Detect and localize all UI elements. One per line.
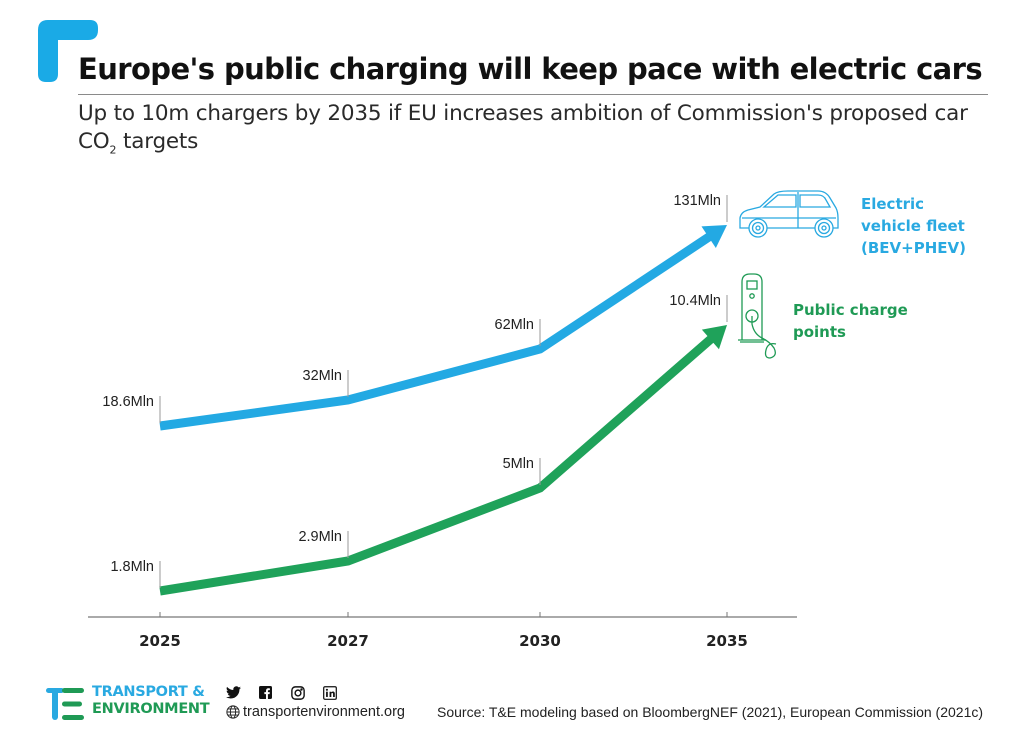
legend-ev-line-2: vehicle fleet [861, 217, 965, 235]
subtitle-end: targets [116, 129, 199, 154]
charging-station-icon [738, 273, 777, 359]
legend-cp-line-2: points [793, 323, 846, 341]
instagram-icon[interactable] [290, 685, 305, 700]
legend-charge-points: Public charge points [793, 299, 908, 343]
chart-title: Europe's public charging will keep pace … [78, 52, 983, 86]
data-label-1-3: 10.4Mln [669, 293, 721, 309]
data-label-0-1: 32Mln [303, 368, 343, 384]
social-links [226, 685, 337, 700]
x-tick-label-2030: 2030 [519, 632, 561, 650]
logo-line-environment: ENVIRONMENT [92, 701, 210, 717]
website-link[interactable]: transportenvironment.org [226, 704, 405, 720]
series-line-1 [159, 334, 715, 596]
te-logo-icon [46, 688, 84, 720]
legend-ev-line-3: (BEV+PHEV) [861, 239, 966, 257]
x-tick-label-2027: 2027 [327, 632, 369, 650]
series-line-0 [159, 232, 713, 431]
data-label-1-1: 2.9Mln [298, 529, 342, 545]
te-logo-text: TRANSPORT & ENVIRONMENT [92, 684, 210, 718]
data-label-0-3: 131Mln [673, 193, 721, 209]
source-note: Source: T&E modeling based on BloombergN… [437, 704, 984, 720]
globe-icon [226, 705, 240, 719]
brand-corner-mark [38, 20, 98, 82]
subtitle-text: Up to 10m chargers by 2035 if EU increas… [78, 101, 968, 154]
series-arrowhead-0 [701, 225, 727, 248]
twitter-icon[interactable] [226, 685, 241, 700]
legend-ev-line-1: Electric [861, 195, 925, 213]
legend-cp-line-1: Public charge [793, 301, 908, 319]
facebook-icon[interactable] [258, 685, 273, 700]
chart-subtitle: Up to 10m chargers by 2035 if EU increas… [78, 100, 998, 164]
legend-ev-fleet: Electric vehicle fleet (BEV+PHEV) [861, 193, 966, 259]
series-arrowhead-1 [701, 325, 727, 350]
title-divider [78, 94, 988, 95]
data-label-0-2: 62Mln [495, 317, 535, 333]
logo-line-transport: TRANSPORT & [92, 684, 205, 700]
car-icon [739, 190, 839, 238]
data-label-1-2: 5Mln [503, 456, 534, 472]
data-label-1-0: 1.8Mln [110, 559, 154, 575]
subtitle-subscript: 2 [109, 143, 117, 157]
x-tick-label-2025: 2025 [139, 632, 181, 650]
linkedin-icon[interactable] [322, 685, 337, 700]
x-tick-label-2035: 2035 [706, 632, 748, 650]
website-text: transportenvironment.org [243, 704, 405, 720]
data-label-0-0: 18.6Mln [102, 394, 154, 410]
